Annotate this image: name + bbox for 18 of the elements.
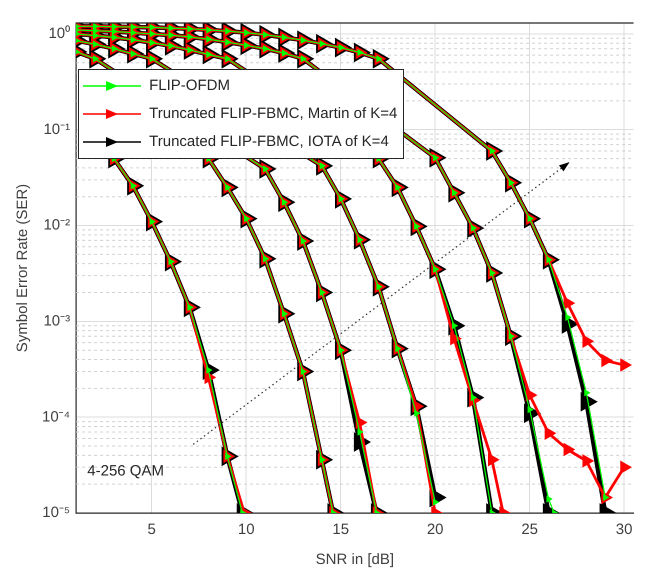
x-tick-label: 5	[148, 521, 156, 538]
legend-label: FLIP-OFDM	[149, 76, 230, 96]
y-tick-label: 10⁻³	[43, 312, 70, 330]
x-axis-title: SNR in [dB]	[316, 551, 394, 568]
y-tick-label: 10⁻⁴	[42, 408, 70, 426]
y-axis-title: Symbol Error Rate (SER)	[14, 184, 32, 352]
annotation: 4-256 QAM	[87, 462, 164, 480]
x-tick-label: 15	[332, 521, 350, 538]
y-tick-label: 10⁻⁵	[42, 504, 70, 522]
x-tick-label: 25	[521, 521, 538, 538]
y-tick-label: 10⁻¹	[43, 120, 70, 138]
legend-label: Truncated FLIP-FBMC, Martin of K=4	[149, 104, 398, 124]
y-tick-label: 10⁻²	[43, 216, 70, 234]
y-tick-label: 10⁰	[48, 25, 70, 42]
x-tick-label: 10	[238, 521, 255, 538]
x-tick-label: 30	[616, 521, 632, 538]
x-tick-label: 20	[426, 521, 444, 538]
legend-label: Truncated FLIP-FBMC, IOTA of K=4	[149, 132, 389, 152]
